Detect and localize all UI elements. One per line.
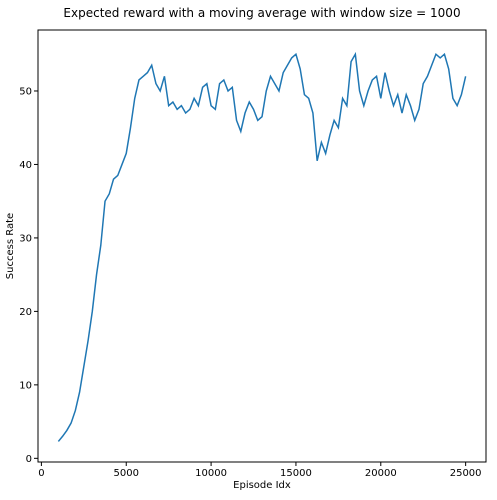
x-tick-label: 15000	[280, 468, 312, 479]
y-tick-label: 50	[19, 86, 32, 97]
y-tick-label: 20	[19, 307, 32, 318]
x-tick-label: 25000	[450, 468, 482, 479]
plot-frame	[37, 29, 487, 463]
y-tick-label: 0	[26, 454, 32, 465]
line-series	[57, 51, 467, 442]
y-tick-label: 30	[19, 233, 32, 244]
x-tick-label: 0	[38, 468, 44, 479]
chart-title: Expected reward with a moving average wi…	[63, 6, 460, 20]
x-tick-label: 20000	[365, 468, 397, 479]
x-axis-label: Episode Idx	[233, 480, 291, 491]
y-axis-label: Success Rate	[5, 213, 16, 279]
x-tick-label: 5000	[114, 468, 139, 479]
y-tick-label: 10	[19, 380, 32, 391]
x-tick-label: 10000	[195, 468, 227, 479]
y-tick-label: 40	[19, 160, 32, 171]
